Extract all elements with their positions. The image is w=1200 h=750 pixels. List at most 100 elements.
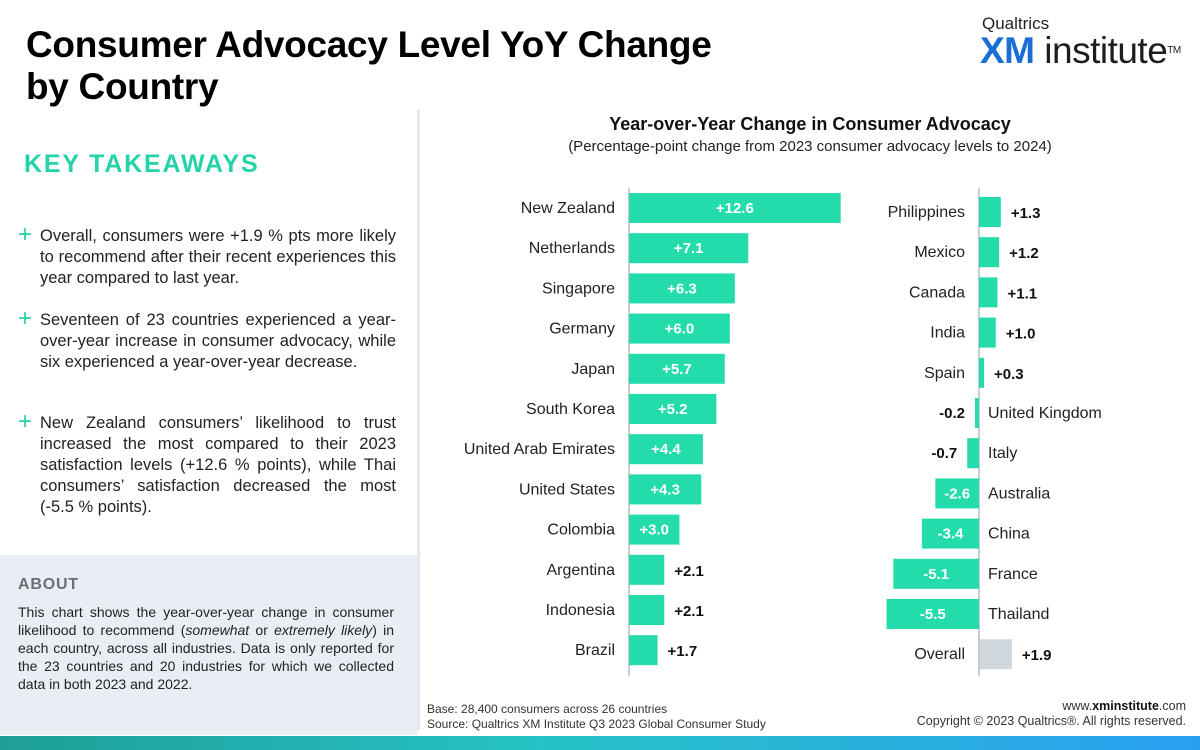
category-label: Colombia (547, 522, 615, 539)
category-label: United Kingdom (988, 405, 1102, 422)
footer-base: Base: 28,400 consumers across 26 countri… (427, 702, 668, 716)
category-label: Thailand (988, 606, 1049, 623)
category-label: Spain (924, 365, 965, 382)
footer-right: www.xminstitute.com Copyright © 2023 Qua… (917, 699, 1186, 729)
category-label: Australia (988, 485, 1050, 502)
bar (980, 639, 1012, 670)
bottom-gradient-bar (0, 736, 1200, 750)
data-label: +7.1 (674, 240, 704, 257)
category-label: India (930, 325, 965, 342)
logo-tm: TM (1167, 45, 1181, 56)
about-text-part: This chart shows the year-over-year chan… (18, 604, 394, 638)
bar (893, 558, 979, 589)
category-label: Italy (988, 445, 1017, 462)
data-label: +6.3 (667, 280, 697, 297)
takeaway-item: + Overall, consumers were +1.9 % pts mor… (18, 221, 396, 289)
bar (979, 317, 996, 348)
footer-source: Source: Qualtrics XM Institute Q3 2023 G… (427, 717, 766, 731)
url-domain: xminstitute (1092, 699, 1159, 713)
data-label: +1.0 (1006, 326, 1036, 343)
category-label: Brazil (575, 642, 615, 659)
about-text-emphasis: extremely likely (274, 622, 373, 638)
about-heading: ABOUT (18, 576, 79, 593)
bar (629, 635, 658, 666)
copyright: Copyright © 2023 Qualtrics®. All rights … (916, 714, 1186, 728)
bar (629, 193, 841, 223)
page-title-line2: by Country (26, 66, 219, 107)
takeaway-text: Overall, consumers were +1.9 % pts more … (40, 227, 396, 287)
website-link[interactable]: www.xminstitute.com (917, 699, 1186, 714)
logo-company: Qualtrics (982, 14, 1050, 33)
bar (629, 595, 665, 625)
data-label: +1.7 (668, 643, 698, 660)
bar (967, 438, 979, 469)
category-label: Netherlands (529, 240, 615, 257)
bar (979, 197, 1001, 227)
bar (629, 313, 730, 344)
chart-title: Year-over-Year Change in Consumer Advoca… (609, 114, 1011, 134)
data-label: +2.1 (674, 563, 704, 580)
takeaway-item: + Seventeen of 23 countries experienced … (18, 305, 396, 373)
bar (979, 357, 985, 388)
category-label: Argentina (547, 562, 616, 579)
category-label: Japan (571, 361, 615, 378)
data-label: +12.6 (716, 200, 754, 217)
bar (979, 237, 1000, 268)
data-label: +0.3 (994, 366, 1024, 383)
takeaway-text: Seventeen of 23 countries experienced a … (40, 311, 396, 371)
category-label: Canada (909, 284, 965, 301)
bar (629, 273, 735, 304)
data-label: +4.3 (650, 481, 680, 498)
takeaway-item: + New Zealand consumers’ likelihood to t… (18, 408, 396, 518)
data-label: -2.6 (944, 485, 970, 502)
category-label: Germany (549, 321, 615, 338)
about-text-part: or (249, 622, 275, 638)
plus-icon: + (18, 221, 33, 248)
category-label: Indonesia (546, 602, 615, 619)
bar (629, 434, 703, 465)
footer-notes: Base: 28,400 consumers across 26 countri… (427, 702, 766, 732)
category-label: United Arab Emirates (464, 441, 615, 458)
logo-institute: institute (1044, 30, 1168, 71)
plus-icon: + (18, 305, 33, 332)
bar (979, 277, 998, 308)
key-takeaways-heading: KEY TAKEAWAYS (24, 150, 260, 178)
page-title-line1: Consumer Advocacy Level YoY Change (26, 24, 712, 65)
data-label: -5.1 (923, 566, 949, 583)
about-text: This chart shows the year-over-year chan… (18, 603, 394, 693)
bar (629, 233, 749, 264)
bar (629, 514, 680, 545)
chart-subtitle: (Percentage-point change from 2023 consu… (568, 138, 1052, 155)
bar (886, 599, 979, 629)
data-label: +1.9 (1022, 647, 1052, 664)
data-label: -5.5 (920, 606, 946, 623)
about-text-emphasis: somewhat (185, 622, 250, 638)
data-label: +1.3 (1011, 205, 1041, 222)
bar (921, 518, 979, 549)
bar (935, 478, 979, 509)
category-label: Philippines (888, 204, 965, 221)
data-label: +2.1 (674, 603, 704, 620)
category-label: New Zealand (521, 200, 615, 217)
category-label: South Korea (526, 401, 615, 418)
category-label: Mexico (914, 244, 965, 261)
panel-divider (417, 110, 420, 730)
category-label: United States (519, 481, 615, 498)
plus-icon: + (18, 408, 33, 435)
category-label: Singapore (542, 280, 615, 297)
data-label: -0.7 (931, 445, 957, 462)
about-text-part: ) in each country, across all industries… (18, 622, 394, 692)
bar (629, 394, 717, 424)
bar (629, 474, 702, 505)
page-title: Consumer Advocacy Level YoY Change by Co… (26, 24, 786, 108)
data-label: +6.0 (665, 321, 695, 338)
bar (629, 554, 665, 585)
data-label: +1.1 (1007, 285, 1037, 302)
xm-institute-logo: Qualtrics XM instituteTM (980, 14, 1181, 69)
about-panel (0, 555, 417, 735)
logo-wordmark: XM instituteTM (980, 32, 1181, 69)
yoy-bar-chart: New Zealand +12.6 Netherlands +7.1 Singapore… (464, 188, 1102, 676)
data-label: +5.7 (662, 361, 692, 378)
bar (629, 353, 725, 384)
data-label: +4.4 (651, 441, 681, 458)
